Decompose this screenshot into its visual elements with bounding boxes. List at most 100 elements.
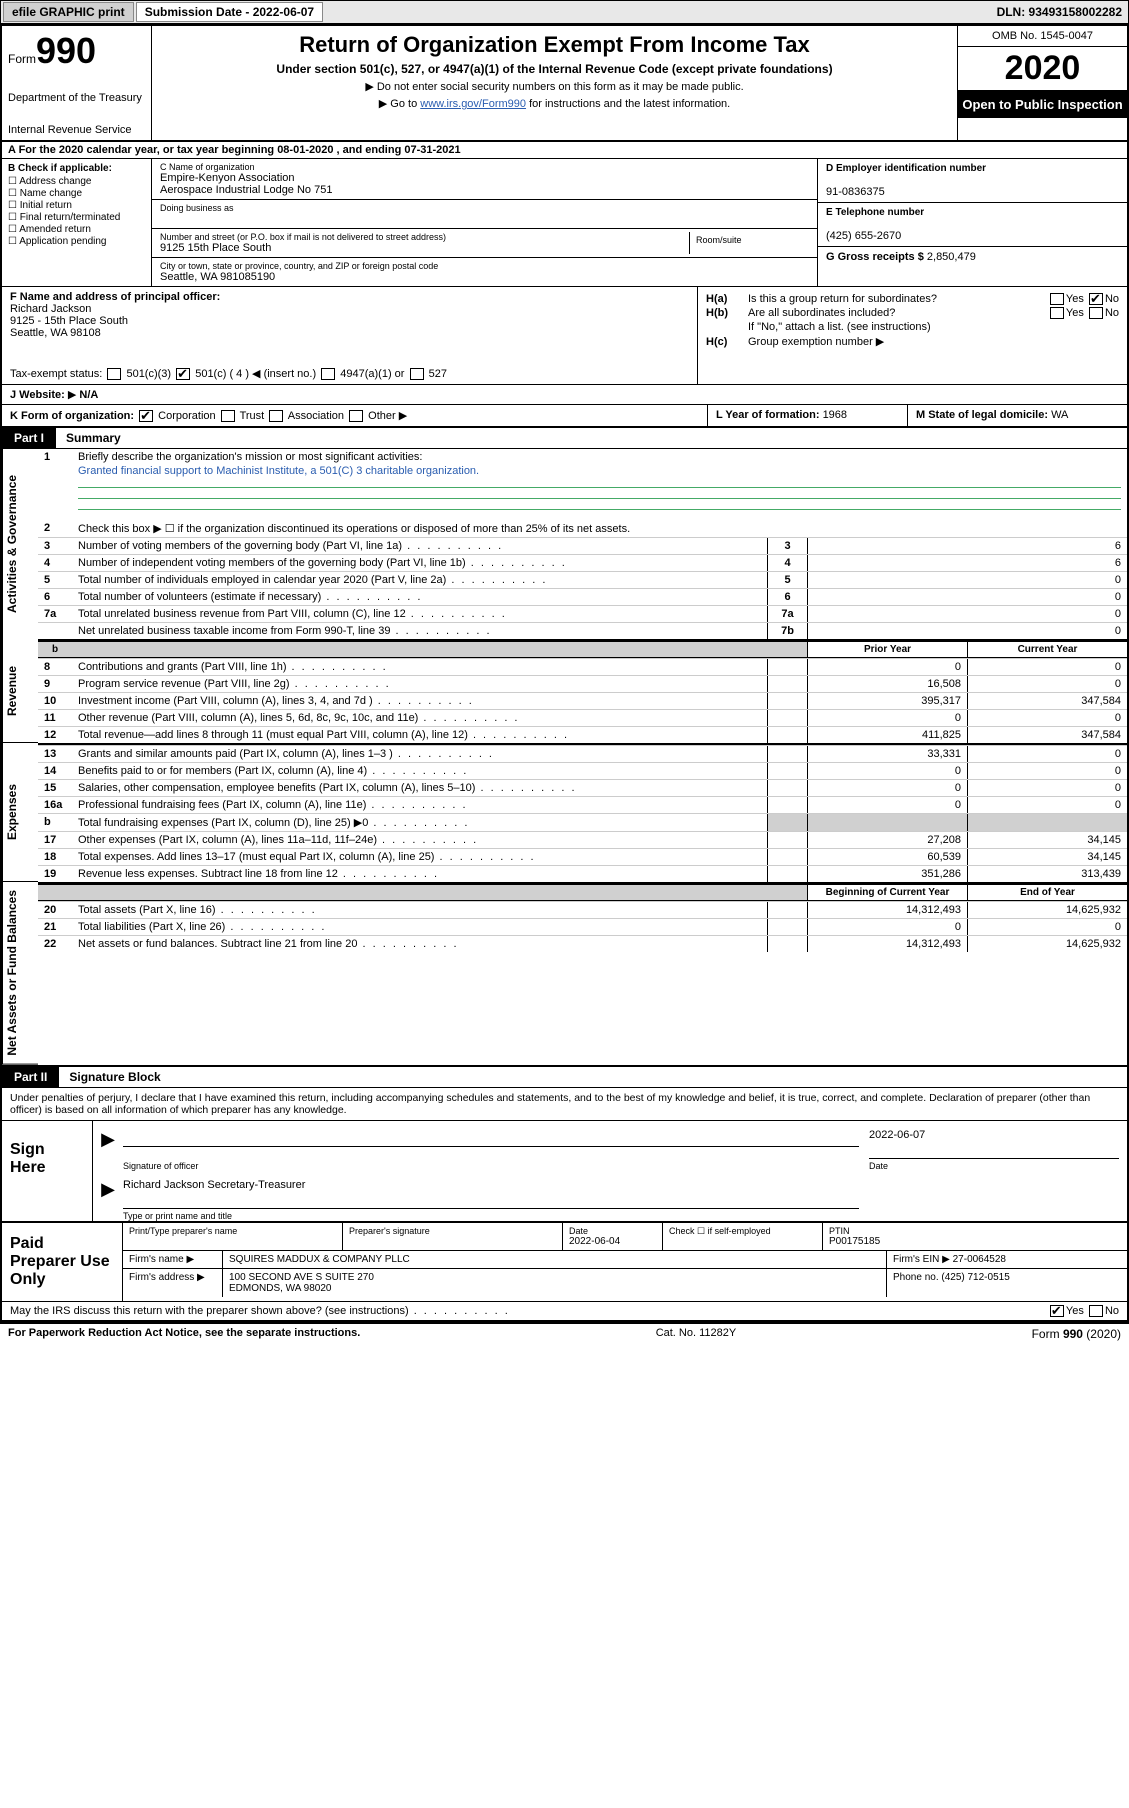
section-f-officer: F Name and address of principal officer:…	[2, 287, 697, 384]
org-name-1: Empire-Kenyon Association	[160, 172, 295, 184]
street-label: Number and street (or P.O. box if mail i…	[160, 232, 689, 242]
table-row: 18Total expenses. Add lines 13–17 (must …	[38, 848, 1127, 865]
ha-text: Is this a group return for subordinates?	[748, 293, 937, 305]
officer-name: Richard Jackson	[10, 303, 91, 315]
sign-here-block: Sign Here ▶ 2022-06-07 Signature of offi…	[2, 1121, 1127, 1223]
part2-badge: Part II	[2, 1067, 59, 1087]
dln-text: DLN: 93493158002282	[997, 5, 1128, 19]
hdr-prior-year: Prior Year	[807, 642, 967, 657]
hb-key: H(b)	[706, 307, 748, 319]
ein-label: D Employer identification number	[826, 163, 1119, 174]
line3-value: 6	[807, 538, 1127, 554]
hdr-current-year: Current Year	[967, 642, 1127, 657]
table-row: 16aProfessional fundraising fees (Part I…	[38, 796, 1127, 813]
chk-501c[interactable]	[176, 368, 190, 380]
chk-amended-return[interactable]: Amended return	[8, 224, 145, 235]
line7a-value: 0	[807, 606, 1127, 622]
side-revenue: Revenue	[2, 639, 38, 743]
chk-final-return[interactable]: Final return/terminated	[8, 212, 145, 223]
chk-trust[interactable]	[221, 410, 235, 422]
street-value: 9125 15th Place South	[160, 242, 271, 254]
signature-line[interactable]	[123, 1129, 859, 1147]
table-row: bTotal fundraising expenses (Part IX, co…	[38, 813, 1127, 831]
chk-4947[interactable]	[321, 368, 335, 380]
k-label: K Form of organization:	[10, 410, 134, 422]
ptin-value: P00175185	[829, 1236, 880, 1247]
l-value: 1968	[823, 409, 847, 421]
preparer-date: 2022-06-04	[569, 1236, 620, 1247]
submission-date-button[interactable]: Submission Date - 2022-06-07	[136, 2, 323, 22]
sign-arrow-icon: ▶	[93, 1129, 123, 1159]
chk-501c3[interactable]	[107, 368, 121, 380]
table-row: 22Net assets or fund balances. Subtract …	[38, 935, 1127, 952]
city-label: City or town, state or province, country…	[160, 261, 809, 271]
name-arrow-icon: ▶	[93, 1179, 123, 1209]
ha-key: H(a)	[706, 293, 748, 305]
chk-association[interactable]	[269, 410, 283, 422]
table-row: 13Grants and similar amounts paid (Part …	[38, 745, 1127, 762]
city-value: Seattle, WA 981085190	[160, 271, 275, 283]
form-number: Form990	[8, 30, 145, 72]
line7b-value: 0	[807, 623, 1127, 639]
line6-value: 0	[807, 589, 1127, 605]
irs-label: Internal Revenue Service	[8, 124, 145, 136]
firm-addr1: 100 SECOND AVE S SUITE 270	[229, 1272, 374, 1283]
sig-caption: Signature of officer	[123, 1161, 859, 1171]
line7a-text: Total unrelated business revenue from Pa…	[72, 606, 767, 622]
preparer-row3: Firm's address ▶ 100 SECOND AVE S SUITE …	[123, 1269, 1127, 1297]
sign-date: 2022-06-07	[869, 1129, 925, 1141]
table-row: 20Total assets (Part X, line 16)14,312,4…	[38, 901, 1127, 918]
page-footer: For Paperwork Reduction Act Notice, see …	[0, 1324, 1129, 1344]
discuss-yes[interactable]	[1050, 1305, 1064, 1317]
chk-application-pending[interactable]: Application pending	[8, 236, 145, 247]
omb-number: OMB No. 1545-0047	[958, 26, 1127, 47]
hc-key: H(c)	[706, 336, 748, 348]
section-b-checkboxes: B Check if applicable: Address change Na…	[2, 159, 152, 286]
ha-no[interactable]	[1089, 293, 1103, 305]
line4-text: Number of independent voting members of …	[72, 555, 767, 571]
website-value: N/A	[79, 389, 98, 401]
table-row: 19Revenue less expenses. Subtract line 1…	[38, 865, 1127, 882]
self-employed-check[interactable]: Check ☐ if self-employed	[669, 1226, 816, 1237]
discuss-no[interactable]	[1089, 1305, 1103, 1317]
form-990-label: 990	[36, 30, 96, 71]
hb-no[interactable]	[1089, 307, 1103, 319]
goto-note: Go to www.irs.gov/Form990 for instructio…	[162, 97, 947, 110]
form-title: Return of Organization Exempt From Incom…	[162, 32, 947, 58]
chk-initial-return[interactable]: Initial return	[8, 200, 145, 211]
section-c-org-info: C Name of organization Empire-Kenyon Ass…	[152, 159, 817, 286]
preparer-label: Paid Preparer Use Only	[2, 1223, 122, 1301]
l-label: L Year of formation:	[716, 409, 823, 421]
cat-no: Cat. No. 11282Y	[656, 1327, 737, 1341]
chk-corporation[interactable]	[139, 410, 153, 422]
line4-value: 6	[807, 555, 1127, 571]
hb-yes[interactable]	[1050, 307, 1064, 319]
ha-yes[interactable]	[1050, 293, 1064, 305]
chk-name-change[interactable]: Name change	[8, 188, 145, 199]
b-header: B Check if applicable:	[8, 163, 145, 174]
discuss-row: May the IRS discuss this return with the…	[2, 1302, 1127, 1322]
firm-phone: (425) 712-0515	[941, 1272, 1009, 1283]
irs-link[interactable]: www.irs.gov/Form990	[420, 98, 526, 110]
tax-exempt-status: Tax-exempt status: 501(c)(3) 501(c) ( 4 …	[10, 367, 689, 380]
hc-text: Group exemption number ▶	[748, 335, 884, 348]
paperwork-notice: For Paperwork Reduction Act Notice, see …	[8, 1327, 360, 1339]
chk-527[interactable]	[410, 368, 424, 380]
part1-title: Summary	[56, 431, 121, 445]
chk-other[interactable]	[349, 410, 363, 422]
form-word: Form	[8, 52, 36, 66]
form-num-footer: 990	[1063, 1327, 1083, 1341]
sign-here-label: Sign Here	[2, 1121, 92, 1221]
part1-badge: Part I	[2, 428, 56, 448]
hdr-beginning-year: Beginning of Current Year	[807, 885, 967, 900]
table-row: 8Contributions and grants (Part VIII, li…	[38, 658, 1127, 675]
part2-header: Part II Signature Block	[2, 1067, 1127, 1088]
phone-label: E Telephone number	[826, 207, 1119, 218]
chk-address-change[interactable]: Address change	[8, 176, 145, 187]
ein-value: 91-0836375	[826, 186, 885, 198]
efile-print-button[interactable]: efile GRAPHIC print	[3, 2, 134, 22]
line3-text: Number of voting members of the governin…	[72, 538, 767, 554]
table-row: 15Salaries, other compensation, employee…	[38, 779, 1127, 796]
gross-receipts-label: G Gross receipts $	[826, 251, 927, 263]
firm-ein: 27-0064528	[953, 1254, 1006, 1265]
